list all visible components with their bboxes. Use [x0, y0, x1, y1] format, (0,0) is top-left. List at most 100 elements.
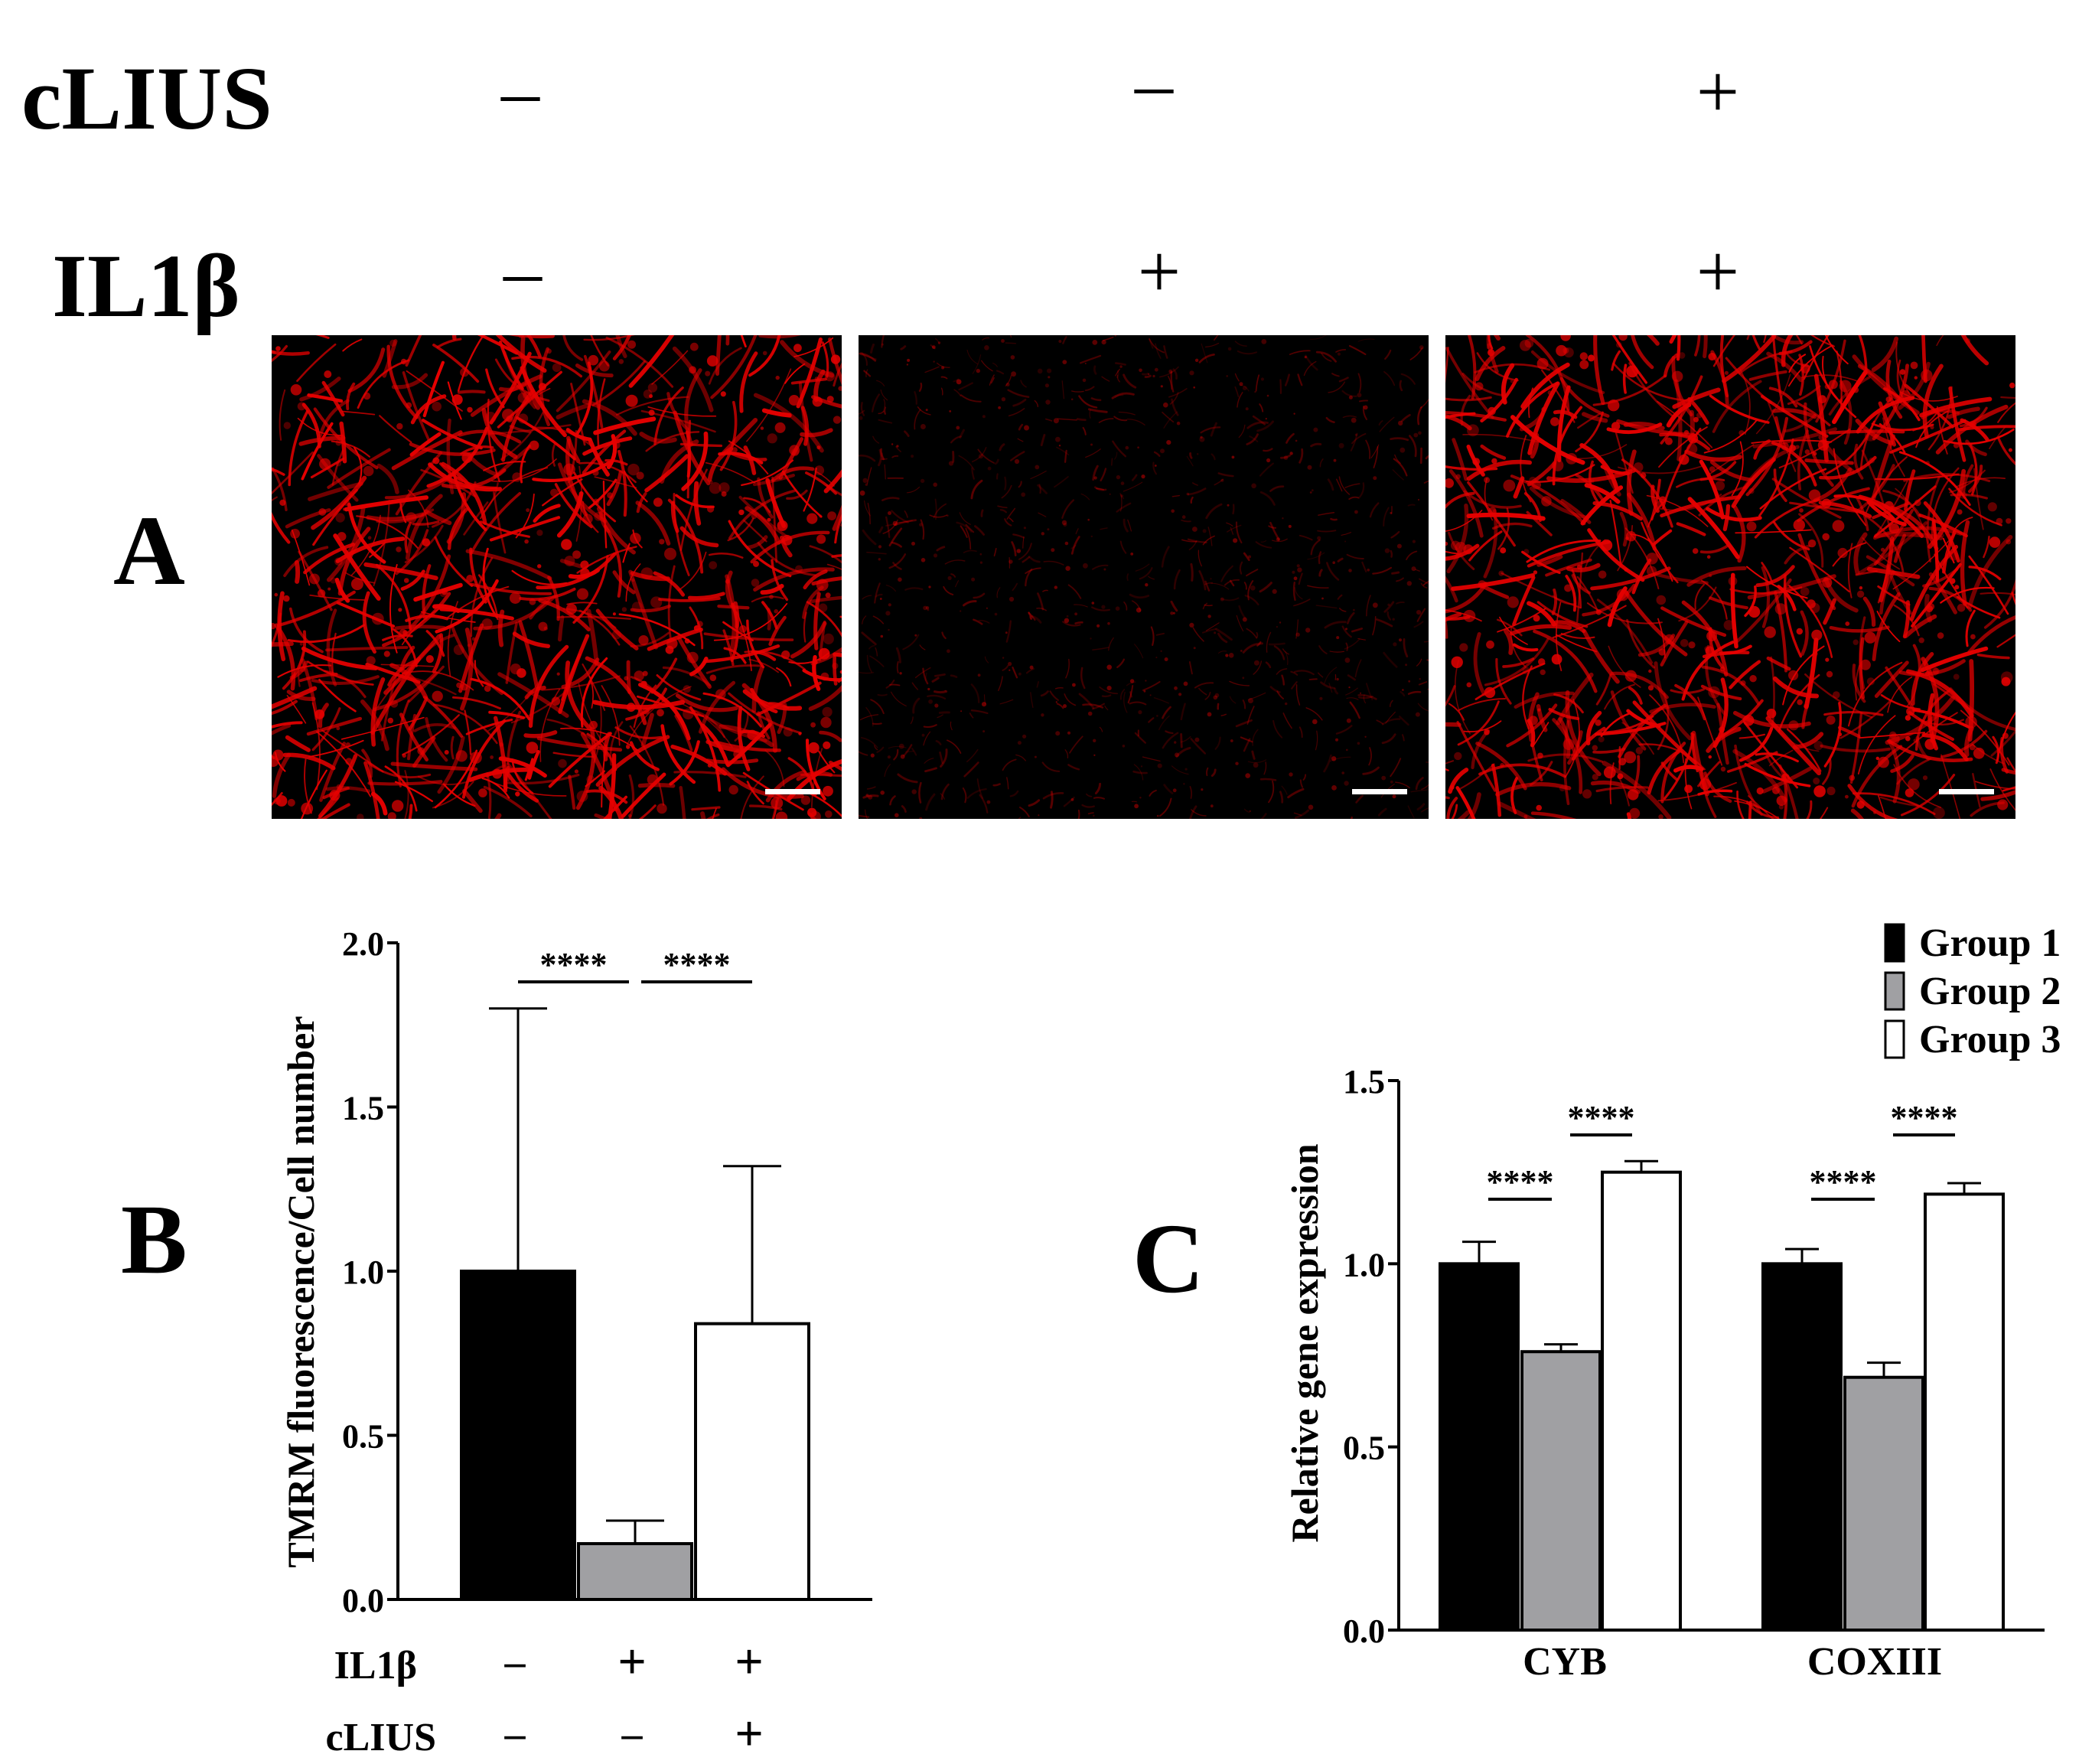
cell-fibre	[402, 714, 460, 756]
cell-fibre	[1960, 520, 1970, 606]
cell-body	[1337, 352, 1341, 356]
cell-body	[1684, 784, 1693, 794]
cell-fibre	[2001, 768, 2015, 775]
cell-fibre	[528, 644, 569, 729]
cell-body	[529, 440, 539, 451]
cell-fibre	[1163, 784, 1174, 794]
cell-fibre	[651, 350, 689, 385]
cell-fibre	[862, 615, 867, 624]
cell-body	[636, 471, 644, 480]
cell-fibre	[960, 525, 968, 538]
cell-body	[920, 478, 925, 484]
cell-fibre	[675, 693, 738, 712]
cell-body	[1618, 758, 1627, 766]
cell-body	[1559, 785, 1566, 792]
cell-fibre	[1960, 335, 1989, 366]
cell-fibre	[1784, 544, 1810, 565]
cell-body	[1345, 628, 1347, 631]
cell-fibre	[1299, 448, 1304, 464]
cell-body	[512, 472, 522, 482]
cell-fibre	[1116, 658, 1126, 669]
cell-body	[1566, 453, 1578, 465]
cell-fibre	[1739, 368, 1751, 435]
cell-fibre	[1260, 540, 1266, 543]
micrograph-control-canvas	[272, 335, 842, 819]
cell-fibre	[1626, 618, 1655, 669]
cell-fibre	[1252, 415, 1266, 426]
cell-fibre	[958, 382, 973, 391]
cell-body	[574, 769, 578, 774]
cell-fibre	[1347, 674, 1356, 681]
cell-fibre	[1002, 664, 1009, 671]
cell-body	[611, 630, 621, 640]
cell-fibre	[1445, 347, 1494, 419]
cell-fibre	[866, 551, 887, 555]
cell-body	[1245, 773, 1250, 778]
cell-fibre	[1879, 570, 1895, 615]
cell-fibre	[1866, 500, 1907, 527]
clius-sign-3: +	[1696, 49, 1740, 134]
cell-fibre	[1030, 692, 1034, 709]
cell-body	[1233, 538, 1238, 543]
significance-label: ****	[1568, 1099, 1635, 1136]
cell-fibre	[399, 712, 429, 761]
cell-fibre	[872, 615, 885, 624]
cell-fibre	[1426, 761, 1429, 764]
cell-fibre	[1061, 499, 1075, 519]
cell-fibre	[389, 564, 398, 654]
cell-fibre	[744, 650, 806, 671]
cell-fibre	[409, 442, 496, 456]
cell-fibre	[1460, 394, 1471, 426]
cell-body	[524, 539, 529, 544]
cell-body	[1486, 640, 1494, 649]
cell-fibre	[1896, 758, 1932, 785]
cell-fibre	[591, 360, 646, 406]
cell-fibre	[970, 709, 989, 715]
cell-body	[1601, 539, 1613, 552]
cell-fibre	[970, 683, 980, 703]
cell-fibre	[566, 435, 581, 464]
cell-body	[1776, 795, 1787, 806]
cell-fibre	[1281, 674, 1286, 686]
cell-fibre	[1592, 747, 1626, 754]
cell-fibre	[1036, 681, 1040, 688]
cell-fibre	[1325, 416, 1335, 423]
cell-fibre	[1674, 683, 1706, 721]
cell-fibre	[984, 656, 989, 664]
cell-fibre	[465, 549, 552, 581]
micrograph-control	[272, 335, 842, 819]
cell-fibre	[870, 343, 875, 354]
cell-fibre	[1092, 703, 1105, 710]
cell-fibre	[1755, 565, 1795, 587]
cell-body	[1824, 384, 1830, 390]
cell-body	[1579, 360, 1589, 370]
cell-fibre	[1447, 531, 1475, 571]
cell-fibre	[1455, 786, 1476, 819]
panel-letter-b: B	[121, 1185, 187, 1295]
cell-fibre	[1706, 507, 1762, 522]
cell-body	[640, 567, 653, 580]
cell-body	[1418, 499, 1419, 501]
cell-fibre	[552, 752, 595, 758]
cell-body	[1119, 365, 1123, 368]
cell-body	[1062, 360, 1067, 364]
cell-fibre	[902, 634, 920, 650]
cell-fibre	[1687, 396, 1709, 426]
cell-fibre	[1243, 808, 1250, 814]
cell-fibre	[1852, 792, 1936, 815]
cell-fibre	[994, 458, 999, 465]
cell-fibre	[992, 362, 998, 367]
cell-body	[1239, 382, 1243, 386]
cell-fibre	[595, 608, 639, 650]
cell-body	[1807, 539, 1817, 548]
cell-fibre	[895, 446, 901, 452]
cell-fibre	[940, 376, 948, 380]
cell-body	[820, 672, 829, 681]
cell-fibre	[993, 547, 997, 557]
cell-fibre	[1077, 809, 1080, 819]
cell-body	[1640, 472, 1647, 478]
cell-body	[868, 794, 873, 800]
cell-body	[2009, 382, 2015, 389]
cell-body	[1249, 810, 1251, 813]
cell-fibre	[2000, 396, 2015, 399]
